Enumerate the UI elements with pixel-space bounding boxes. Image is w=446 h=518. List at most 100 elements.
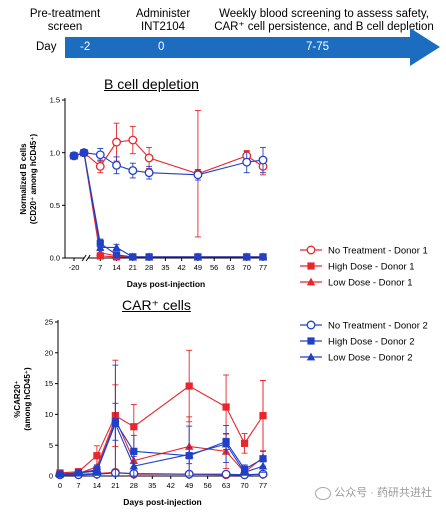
legend-label: No Treatment - Donor 1 <box>328 245 428 256</box>
bcell-data-point <box>242 252 251 261</box>
car-data-point <box>259 455 267 463</box>
bcell-data-point <box>144 153 154 163</box>
timeline-arrowhead <box>410 28 440 66</box>
bcell-y-axis-label-line2: (CD20⁺ among hCD45⁺) <box>29 134 38 225</box>
car-x-tick-label: 7 <box>76 481 80 490</box>
legend-marker <box>306 320 316 330</box>
bcell-data-point <box>128 135 138 145</box>
timeline-day-value-administer: 0 <box>158 41 165 53</box>
bcell-data-point <box>242 157 252 167</box>
bcell-data-point <box>193 252 203 261</box>
car-x-axis-label: Days post-injection <box>123 497 201 507</box>
bcell-y-tick-label: 1.5 <box>50 96 60 105</box>
car-data-point <box>240 439 249 447</box>
bcell-x-tick-label: 63 <box>226 263 234 272</box>
bcell-chart: 0.0 0.5 1.0 1.5 -20 7 14 21 28 35 42 49 56 63 70 77 Days… <box>19 96 268 289</box>
car-data-point <box>258 461 268 470</box>
car-data-point <box>240 467 249 476</box>
bcell-data-point <box>258 252 268 261</box>
car-series-line <box>59 420 264 475</box>
car-data-point <box>130 423 138 431</box>
legend-label: High Dose - Donor 2 <box>328 336 415 347</box>
bcell-data-point <box>112 160 121 170</box>
timeline-phase-pretreatment: Pre-treatment screen <box>25 8 105 34</box>
car-data-point <box>130 447 138 455</box>
bcell-x-tick-label: 28 <box>145 263 153 272</box>
bcell-y-tick-label: 1.0 <box>50 148 60 157</box>
legend-entry-6: Low Dose - Donor 2 <box>300 352 412 363</box>
car-x-tick-label: 28 <box>130 481 138 490</box>
car-x-tick-label: 21 <box>111 481 119 490</box>
bcell-y-tick-label: 0.0 <box>50 254 60 263</box>
bcell-data-point <box>95 150 105 160</box>
bcell-data-point <box>112 243 121 251</box>
car-y-axis-label-line1: %CAR20⁺ <box>13 380 22 418</box>
legend-entry-2: High Dose - Donor 1 <box>300 261 415 272</box>
bcell-x-tick-label: 35 <box>161 263 169 272</box>
car-data-point <box>184 450 194 458</box>
car-data-point <box>221 439 231 448</box>
car-x-tick-label: 56 <box>203 481 211 490</box>
timeline-phase-administer-line2: INT2104 <box>140 21 186 33</box>
bcell-data-point <box>96 243 105 251</box>
legend-label: High Dose - Donor 1 <box>328 261 415 272</box>
car-data-point <box>92 466 102 475</box>
timeline-phase-administer-line1: Administer <box>135 8 191 20</box>
car-data-point <box>111 419 120 428</box>
bcell-data-point <box>69 151 79 160</box>
car-x-tick-label: 49 <box>185 481 193 490</box>
car-x-tick-label: 70 <box>240 481 248 490</box>
legend: No Treatment - Donor 1 High Dose - Donor … <box>300 245 428 363</box>
car-data-point <box>222 403 230 411</box>
bcell-axis-break-mark <box>85 254 91 262</box>
legend-label: No Treatment - Donor 2 <box>328 320 428 331</box>
car-series-line <box>59 422 264 475</box>
bcell-x-tick-label: 49 <box>194 263 202 272</box>
bcell-data-point <box>128 166 138 176</box>
legend-marker <box>307 262 315 270</box>
bcell-chart-title: B cell depletion <box>104 76 199 92</box>
timeline-phase-weekly: Weekly blood screening to assess safety,… <box>205 8 443 34</box>
car-series-6 <box>55 364 268 478</box>
bcell-x-tick-label: 70 <box>243 263 251 272</box>
watermark: 公众号 · 药研共进社 <box>315 484 432 500</box>
legend-entry-1: No Treatment - Donor 1 <box>300 245 428 256</box>
bcell-data-point <box>95 161 105 171</box>
legend-marker <box>306 245 316 255</box>
car-y-tick-label: 25 <box>45 318 53 327</box>
legend-marker <box>306 352 316 361</box>
timeline-phase-administer: Administer INT2104 <box>128 8 198 34</box>
car-data-point <box>129 461 139 470</box>
car-y-tick-label: 20 <box>45 348 53 357</box>
bcell-data-point <box>144 252 154 261</box>
car-data-point <box>74 468 83 477</box>
car-data-point <box>93 452 101 460</box>
bcell-x-tick-label: 56 <box>210 263 218 272</box>
car-x-tick-label: 77 <box>259 481 267 490</box>
car-y-axis-label-line2: (among hCD45⁺) <box>23 367 32 431</box>
timeline-day-label: Day <box>36 41 57 53</box>
car-x-tick-label: 35 <box>148 481 156 490</box>
timeline-day-value-weekly: 7-75 <box>306 41 330 53</box>
car-x-tick-label: 63 <box>222 481 230 490</box>
legend-marker <box>306 277 316 286</box>
bcell-data-point <box>193 170 203 180</box>
car-y-tick-label: 10 <box>45 410 53 419</box>
car-data-point <box>185 382 193 390</box>
legend-entry-4: No Treatment - Donor 2 <box>300 320 428 331</box>
car-x-tick-label: 0 <box>58 481 62 490</box>
bcell-data-point <box>96 248 105 257</box>
car-x-tick-label: 14 <box>93 481 101 490</box>
timeline-phase-weekly-line2: CAR⁺ cell persistence, and B cell deplet… <box>214 21 434 33</box>
car-x-tick-label: 42 <box>167 481 175 490</box>
bcell-data-point <box>128 252 138 261</box>
legend-label: Low Dose - Donor 2 <box>328 352 412 363</box>
car-y-tick-label: 0 <box>49 472 53 481</box>
bcell-y-axis-label-line1: Normalized B cells <box>19 143 28 215</box>
watermark-text: 公众号 · 药研共进社 <box>334 487 432 499</box>
timeline-day-value-pretreatment: -2 <box>80 41 91 53</box>
bcell-data-point <box>144 168 154 178</box>
bcell-series-6 <box>69 148 268 261</box>
car-data-point <box>221 469 231 479</box>
